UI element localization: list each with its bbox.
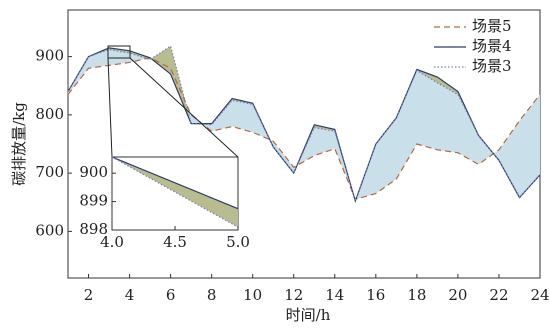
y-tick-label: 800 [35, 105, 64, 123]
zoom-box [107, 45, 131, 59]
x-tick-label: 22 [489, 286, 508, 304]
x-tick-label: 14 [325, 286, 344, 304]
x-tick-label: 4.5 [163, 233, 187, 251]
legend-label: 场景3 [472, 57, 512, 75]
series-line [67, 57, 541, 201]
x-tick-label: 2 [84, 286, 94, 304]
x-tick-label: 18 [407, 286, 426, 304]
y-tick-label: 900 [35, 47, 64, 65]
x-tick-label: 8 [207, 286, 217, 304]
legend-label: 场景5 [472, 17, 512, 35]
x-tick-label: 20 [448, 286, 467, 304]
y-tick-label: 900 [79, 163, 108, 181]
legend-label: 场景4 [472, 37, 512, 55]
x-tick-label: 4.0 [100, 233, 124, 251]
x-tick-label: 16 [366, 286, 385, 304]
y-tick-label: 600 [35, 221, 64, 239]
series-line [67, 45, 541, 204]
x-tick-label: 10 [243, 286, 262, 304]
y-tick-label: 898 [79, 220, 108, 238]
difference-fill [112, 157, 238, 228]
y-axis-label: 碳排放量/kg [10, 102, 28, 186]
x-tick-label: 12 [284, 286, 303, 304]
zoom-connector [129, 57, 239, 158]
y-tick-label: 700 [35, 163, 64, 181]
series-line [111, 156, 239, 210]
zoom-connector [107, 57, 113, 158]
x-tick-label: 6 [166, 286, 176, 304]
y-tick-label: 899 [79, 192, 108, 210]
x-tick-label: 24 [530, 286, 549, 304]
x-axis-label: 时间/h [286, 306, 331, 324]
x-tick-label: 4 [125, 286, 135, 304]
x-tick-label: 5.0 [226, 233, 250, 251]
series-line [111, 156, 239, 228]
difference-fill [68, 46, 540, 202]
